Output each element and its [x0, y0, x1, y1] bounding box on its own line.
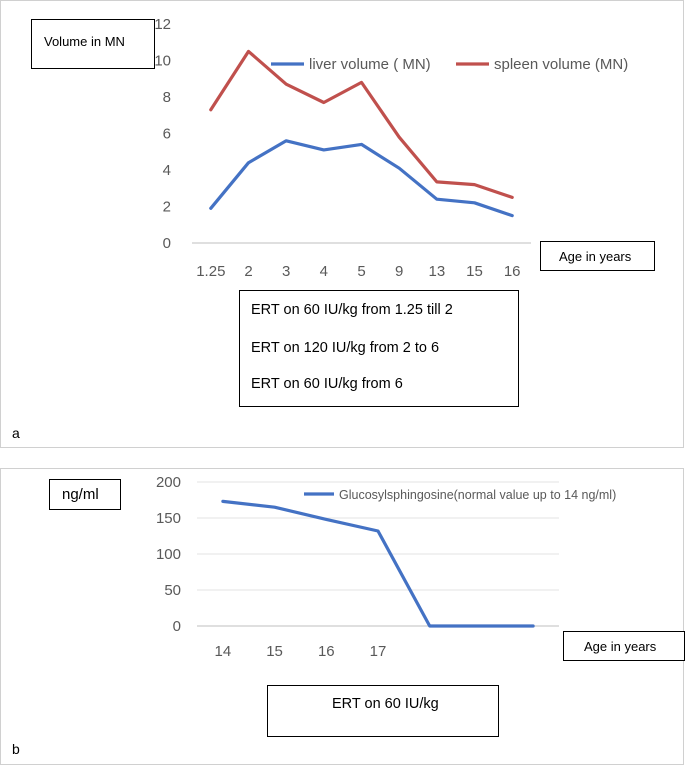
y-tick-label-a-0: 0: [163, 235, 171, 252]
x-axis-label-b: Age in years: [584, 639, 657, 654]
y-axis-label-b: ng/ml: [62, 486, 99, 503]
y-axis-label-box-a: Volume in MN: [31, 19, 155, 69]
x-tick-label-a-4: 5: [357, 263, 365, 280]
x-tick-label-a-2: 3: [282, 263, 290, 280]
chart-a-svg: 0 2 4 6 8 10 12 1.25 2 3 4 5 9 13 15 16 liver volume ( M…: [154, 16, 628, 280]
x-tick-label-b-2: 16: [318, 643, 335, 660]
ert-note-1: ERT on 60 IU/kg from 1.25 till 2: [251, 302, 453, 318]
x-tick-label-a-1: 2: [244, 263, 252, 280]
x-tick-label-b-0: 14: [215, 643, 232, 660]
chart-panel-b: 0 50 100 150 200 14 15 16 17 Glucosylsphingosine(…: [0, 468, 685, 765]
y-axis-label-box-b: ng/ml: [49, 479, 121, 510]
y-tick-label-b-4: 200: [156, 474, 181, 491]
y-tick-label-a-5: 10: [154, 53, 171, 70]
x-axis-label-box-a: Age in years: [540, 241, 655, 271]
x-tick-label-b-3: 17: [370, 643, 387, 660]
x-axis-label-box-b: Age in years: [563, 631, 685, 661]
series-line-a-1: [209, 49, 514, 199]
x-tick-label-a-0: 1.25: [196, 263, 225, 280]
y-tick-label-a-6: 12: [154, 16, 171, 33]
y-tick-label-a-1: 2: [163, 199, 171, 216]
chart-panel-a: 0 2 4 6 8 10 12 1.25 2 3 4 5 9 13 15 16 liver volume ( M…: [0, 0, 684, 448]
x-tick-label-a-8: 16: [504, 263, 521, 280]
y-tick-label-a-2: 4: [163, 162, 171, 179]
ert-note-box-b: ERT on 60 IU/kg: [267, 685, 499, 737]
ert-note-b: ERT on 60 IU/kg: [332, 696, 439, 712]
legend-label-a-0: liver volume ( MN): [309, 56, 431, 73]
y-tick-label-a-4: 8: [163, 89, 171, 106]
x-tick-label-a-6: 13: [428, 263, 445, 280]
chart-b-svg: 0 50 100 150 200 14 15 16 17 Glucosylsphingosine(…: [156, 474, 616, 660]
y-axis-label-a: Volume in MN: [44, 34, 125, 49]
panel-letter-b: b: [12, 741, 20, 757]
ert-note-2: ERT on 120 IU/kg from 2 to 6: [251, 340, 440, 356]
series-line-a-0: [209, 139, 514, 218]
legend-label-a-1: spleen volume (MN): [494, 56, 628, 73]
x-tick-label-a-5: 9: [395, 263, 403, 280]
series-line-b-0: [221, 499, 535, 628]
y-tick-label-b-1: 50: [164, 582, 181, 599]
ert-note-3: ERT on 60 IU/kg from 6: [251, 376, 403, 392]
y-tick-label-b-3: 150: [156, 510, 181, 527]
x-tick-label-b-1: 15: [266, 643, 283, 660]
y-tick-label-b-2: 100: [156, 546, 181, 563]
x-tick-label-a-7: 15: [466, 263, 483, 280]
y-tick-label-a-3: 6: [163, 126, 171, 143]
ert-notes-box-a: ERT on 60 IU/kg from 1.25 till 2 ERT on …: [239, 290, 519, 407]
x-tick-label-a-3: 4: [320, 263, 328, 280]
x-axis-label-a: Age in years: [559, 249, 632, 264]
legend-label-b-0: Glucosylsphingosine(normal value up to 1…: [339, 488, 616, 502]
y-tick-label-b-0: 0: [173, 618, 181, 635]
panel-letter-a: a: [12, 425, 20, 441]
